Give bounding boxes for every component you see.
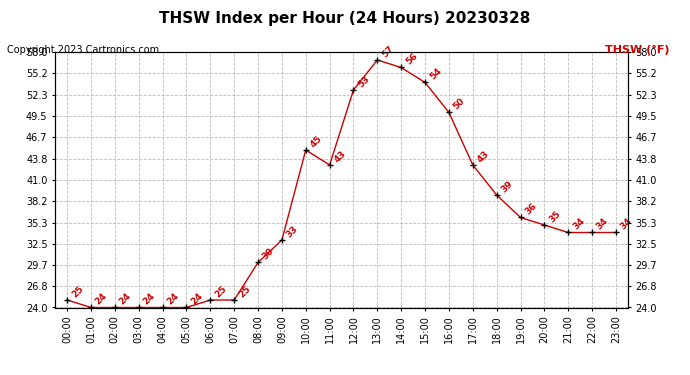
Text: THSW Index per Hour (24 Hours) 20230328: THSW Index per Hour (24 Hours) 20230328 <box>159 11 531 26</box>
Text: 43: 43 <box>475 149 491 164</box>
Text: 34: 34 <box>571 216 586 232</box>
Text: Copyright 2023 Cartronics.com: Copyright 2023 Cartronics.com <box>7 45 159 55</box>
Text: 36: 36 <box>523 201 538 217</box>
Text: 24: 24 <box>141 291 157 307</box>
Text: 53: 53 <box>356 74 371 89</box>
Text: 25: 25 <box>70 284 85 299</box>
Text: 34: 34 <box>595 216 610 232</box>
Text: 24: 24 <box>189 291 204 307</box>
Text: 35: 35 <box>547 209 562 224</box>
Text: 57: 57 <box>380 44 395 59</box>
Text: THSW (°F): THSW (°F) <box>605 45 669 55</box>
Text: 25: 25 <box>213 284 228 299</box>
Text: 50: 50 <box>452 97 467 112</box>
Text: 25: 25 <box>237 284 252 299</box>
Text: 54: 54 <box>428 66 443 82</box>
Text: 24: 24 <box>117 291 133 307</box>
Text: 56: 56 <box>404 51 420 67</box>
Text: 33: 33 <box>285 224 300 239</box>
Text: 24: 24 <box>166 291 181 307</box>
Text: 30: 30 <box>261 247 276 262</box>
Text: 24: 24 <box>94 291 109 307</box>
Text: 45: 45 <box>308 134 324 149</box>
Text: 34: 34 <box>619 216 634 232</box>
Text: 43: 43 <box>333 149 348 164</box>
Text: 39: 39 <box>500 179 515 194</box>
